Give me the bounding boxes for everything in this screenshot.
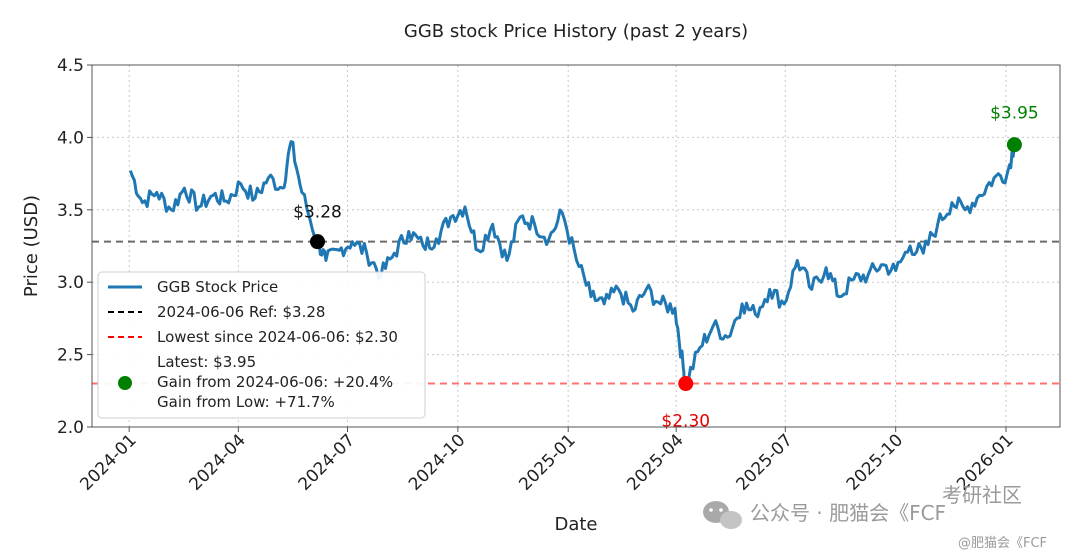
x-tick-label: 2025-04	[623, 430, 687, 494]
chart-title: GGB stock Price History (past 2 years)	[404, 21, 748, 42]
watermark-bottom: @肥猫会《FCF	[958, 536, 1047, 551]
legend-latest-line-3: Gain from Low: +71.7%	[157, 393, 335, 411]
watermark: 公众号 · 肥猫会《FCF 考研社区 @肥猫会《FCF	[703, 483, 1047, 551]
y-tick-label: 4.0	[57, 128, 84, 148]
watermark-corner: 考研社区	[942, 483, 1022, 507]
x-tick-label: 2025-10	[843, 430, 907, 494]
x-tick-label: 2024-10	[405, 430, 469, 494]
y-axis-ticks: 2.0 2.5 3.0 3.5 4.0 4.5	[57, 56, 92, 438]
y-axis-label: Price (USD)	[21, 195, 42, 297]
wechat-icon	[703, 501, 742, 529]
latest-point-label: $3.95	[990, 104, 1039, 124]
legend-latest-swatch	[118, 376, 132, 390]
lowest-point-label: $2.30	[661, 412, 710, 432]
price-line	[128, 140, 1016, 386]
y-tick-label: 4.5	[57, 56, 84, 76]
reference-point-label: $3.28	[293, 203, 342, 223]
x-tick-label: 2024-01	[76, 430, 140, 494]
x-axis-ticks: 2024-01 2024-04 2024-07 2024-10 2025-01 2025-…	[76, 427, 1018, 495]
watermark-main: 公众号 · 肥猫会《FCF	[750, 501, 946, 525]
x-tick-label: 2025-01	[515, 430, 579, 494]
y-tick-label: 2.5	[57, 346, 84, 366]
legend-latest-line-1: Latest: $3.95	[157, 353, 256, 371]
price-series	[128, 140, 1016, 386]
y-tick-label: 3.5	[57, 201, 84, 221]
x-axis-label: Date	[554, 514, 597, 535]
latest-point	[1006, 137, 1022, 153]
lowest-point	[678, 376, 694, 392]
grid	[92, 64, 1060, 428]
x-tick-label: 2024-07	[295, 430, 359, 494]
legend-box	[97, 271, 426, 419]
legend-low-label: Lowest since 2024-06-06: $2.30	[157, 328, 398, 346]
legend-latest-line-2: Gain from 2024-06-06: +20.4%	[157, 373, 393, 391]
highlight-points: $3.28 $2.30 $3.95	[293, 104, 1039, 432]
reference-point	[310, 234, 326, 250]
x-tick-label: 2025-07	[732, 430, 796, 494]
plot-frame	[91, 64, 1061, 428]
legend-series-label: GGB Stock Price	[157, 278, 278, 296]
legend: GGB Stock Price 2024-06-06 Ref: $3.28 Lo…	[97, 271, 426, 419]
x-tick-label: 2024-04	[186, 430, 250, 494]
y-tick-label: 3.0	[57, 273, 84, 293]
legend-ref-label: 2024-06-06 Ref: $3.28	[157, 303, 325, 321]
y-tick-label: 2.0	[57, 418, 84, 438]
